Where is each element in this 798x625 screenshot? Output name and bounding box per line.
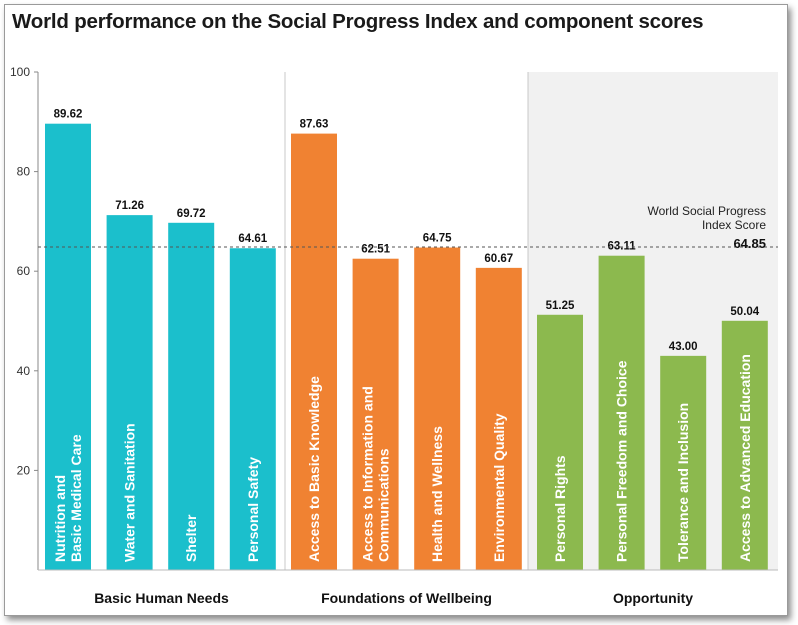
bar-value-label: 50.04 — [730, 306, 759, 318]
bar-value-label: 51.25 — [546, 300, 575, 312]
bar-category-label: Tolerance and Inclusion — [675, 403, 691, 562]
bar-category-label: Personal Safety — [245, 457, 261, 562]
bar — [598, 255, 645, 570]
bar-category-label: Access to Advanced Education — [737, 354, 753, 562]
bar-category-label: Health and Wellness — [429, 426, 445, 562]
y-tick-label: 80 — [17, 165, 31, 179]
bar-value-label: 62.51 — [361, 244, 390, 256]
y-tick-label: 20 — [17, 463, 31, 477]
bar-category-label: Nutrition andBasic Medical Care — [52, 434, 84, 562]
y-tick-label: 100 — [10, 65, 30, 79]
bar-category-label: Shelter — [183, 514, 199, 562]
bar-value-label: 69.72 — [177, 208, 206, 220]
bar — [229, 248, 276, 571]
bar-value-label: 64.61 — [238, 233, 267, 245]
y-tick-label: 40 — [17, 364, 31, 378]
bar-category-label: Personal Rights — [552, 455, 568, 562]
bar-value-label: 89.62 — [54, 109, 83, 121]
y-tick-label: 60 — [17, 264, 31, 278]
bar — [168, 222, 215, 570]
bar-value-label: 43.00 — [669, 341, 698, 353]
bar — [45, 123, 91, 571]
bar-category-label: Access to Basic Knowledge — [306, 376, 322, 562]
reference-value-label: 64.85 — [733, 236, 766, 251]
bar-value-label: 87.63 — [300, 119, 329, 131]
bar-category-label: Water and Sanitation — [122, 423, 138, 562]
bar — [660, 355, 707, 570]
bar — [106, 215, 153, 571]
bar-category-label: Access to Information andCommunications — [360, 386, 392, 562]
group-label: Foundations of Wellbeing — [321, 590, 492, 606]
bar-value-label: 64.75 — [423, 233, 452, 245]
chart-title: World performance on the Social Progress… — [12, 10, 704, 33]
bar-value-label: 71.26 — [115, 200, 144, 212]
bar — [475, 267, 522, 570]
bar-category-label: Environmental Quality — [491, 413, 507, 562]
reference-label: World Social Progress — [648, 204, 767, 218]
bar-value-label: 60.67 — [484, 253, 513, 265]
reference-label: Index Score — [702, 218, 766, 232]
group-label: Opportunity — [613, 590, 693, 606]
bar — [537, 314, 583, 570]
bar — [291, 133, 337, 570]
bar — [414, 247, 461, 571]
group-label: Basic Human Needs — [94, 590, 229, 606]
bar — [352, 258, 399, 570]
bar-category-label: Personal Freedom and Choice — [614, 360, 630, 562]
bar — [721, 320, 768, 570]
